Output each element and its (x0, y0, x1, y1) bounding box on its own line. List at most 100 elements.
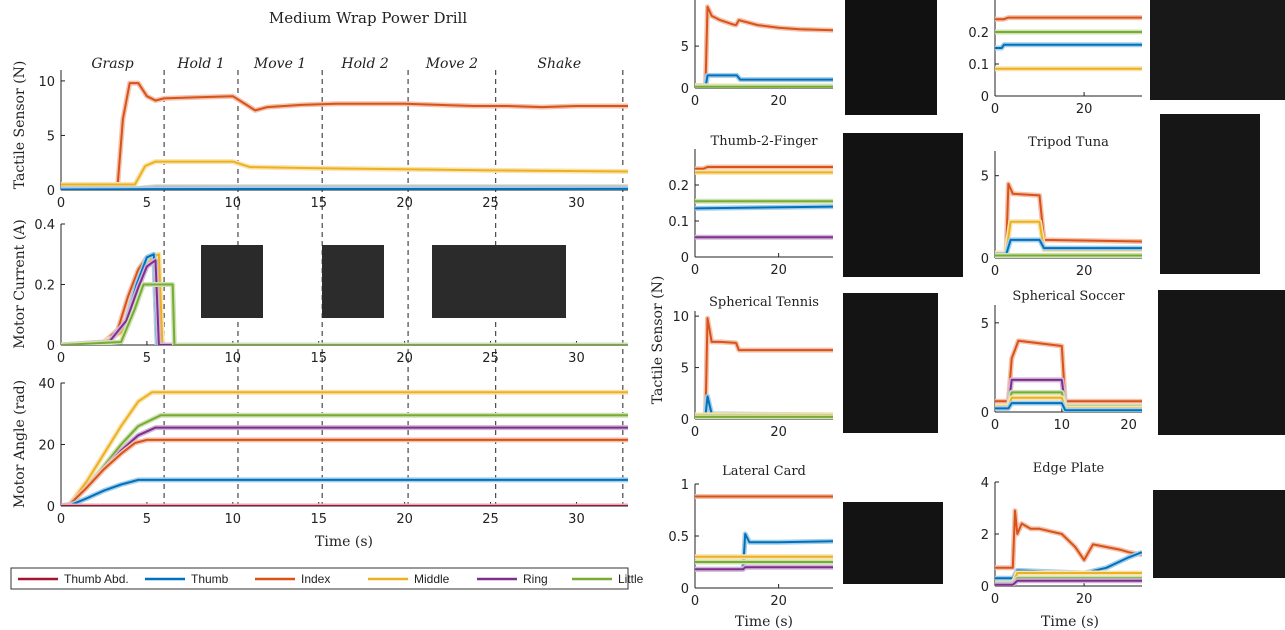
x-tick-label: 15 (310, 351, 327, 366)
x-tick-label: 15 (310, 512, 327, 527)
x-tick-label: 10 (1054, 418, 1071, 433)
chart-title: Thumb-2-Finger (711, 134, 819, 149)
series-line-index (61, 82, 628, 186)
x-tick-label: 5 (143, 196, 151, 211)
y-tick-label: 0 (47, 184, 55, 199)
x-tick-label: 15 (310, 196, 327, 211)
x-tick-label: 20 (1076, 102, 1093, 117)
chart-drill-angle: 0 5 10 15 20 25 30 0 20 40 Motor Angle (rad) Time (… (12, 377, 628, 550)
phase-label: Hold 1 (176, 56, 224, 72)
chart-title: Spherical Tennis (709, 295, 819, 310)
series-line-ring (61, 259, 628, 345)
y-tick-label: 0 (981, 580, 989, 595)
x-tick-label: 25 (482, 196, 499, 211)
x-tick-label: 0 (991, 418, 999, 433)
x-tick-label: 0 (691, 94, 699, 109)
phase-label: Shake (537, 56, 581, 72)
y-tick-label: 0 (681, 413, 689, 428)
x-tick-label: 10 (225, 196, 242, 211)
x-tick-label: 30 (568, 196, 585, 211)
x-tick-label: 0 (57, 196, 65, 211)
legend-label: Middle (414, 572, 450, 586)
y-tick-label: 4 (981, 476, 989, 491)
x-tick-label: 10 (225, 351, 242, 366)
phase-label: Hold 2 (340, 56, 389, 72)
legend-label: Index (301, 572, 330, 586)
chart-thumb-2-finger: 0 20 0 0.1 0.2 Thumb-2-Finger (668, 134, 833, 278)
series-line-ring (995, 579, 1142, 586)
y-tick-label: 1 (681, 478, 689, 493)
legend-box (10, 567, 629, 590)
series-line-ring (695, 566, 833, 571)
legend-label: Little (618, 572, 644, 586)
y-axis-label: Motor Current (A) (12, 219, 28, 349)
y-tick-label: 10 (672, 310, 689, 325)
x-tick-label: 0 (691, 263, 699, 278)
photo-thumb-2-finger (843, 133, 963, 277)
y-tick-label: 0.2 (968, 26, 989, 41)
series-line-index (695, 5, 833, 87)
series-halo-middle (61, 389, 628, 506)
series-group (61, 251, 628, 345)
y-tick-label: 0 (47, 339, 55, 354)
y-tick-label: 0.1 (668, 215, 689, 230)
chart-spherical-tennis: 0 20 0 5 10 Spherical Tennis (672, 295, 833, 440)
main-title: Medium Wrap Power Drill (269, 9, 467, 27)
x-tick-label: 20 (1120, 418, 1137, 433)
series-halo-index (695, 315, 833, 419)
chart-drill-tactile: 0 5 10 15 20 25 30 0 5 10 Tactile Sensor (N) (12, 61, 628, 211)
phase-label: Move 2 (425, 56, 478, 72)
photo-plate (1153, 490, 1285, 578)
y-tick-label: 0.2 (668, 179, 689, 194)
series-line-middle (61, 391, 628, 506)
photo-drill (201, 245, 263, 318)
chart-top-left-partial: 0 20 0 5 (681, 0, 833, 109)
chart-title: Lateral Card (722, 464, 806, 479)
y-tick-label: 0 (981, 406, 989, 421)
x-tick-label: 0 (57, 512, 65, 527)
series-group (995, 181, 1142, 258)
phase-label: Move 1 (253, 56, 306, 72)
x-tick-label: 30 (568, 351, 585, 366)
x-tick-label: 20 (770, 594, 787, 609)
x-tick-label: 0 (991, 264, 999, 279)
chart-edge-plate: 0 20 0 2 4 Edge Plate Time (s) (981, 461, 1142, 630)
series-group (695, 164, 833, 240)
series-group (995, 15, 1142, 72)
series-group (695, 315, 833, 419)
phase-label: Grasp (91, 56, 133, 72)
chart-lateral-card: 0 20 0 0.5 1 Lateral Card Time (s) (668, 464, 833, 630)
series-group (695, 4, 833, 88)
x-tick-label: 20 (770, 425, 787, 440)
x-tick-label: 0 (991, 592, 999, 607)
legend: Thumb Abd. Thumb Index Middle Ring Little (10, 567, 644, 590)
x-tick-label: 10 (225, 512, 242, 527)
x-tick-label: 20 (396, 351, 413, 366)
photo-drill-arm (432, 245, 566, 318)
y-tick-label: 2 (981, 528, 989, 543)
x-tick-label: 20 (396, 512, 413, 527)
series-line-index (695, 166, 833, 170)
y-tick-label: 20 (38, 439, 55, 454)
series-line-little (61, 283, 628, 345)
x-tick-label: 30 (568, 512, 585, 527)
chart-title: Spherical Soccer (1012, 289, 1125, 304)
y-tick-label: 0.4 (34, 218, 55, 233)
chart-tripod-tuna: 0 20 0 5 Tripod Tuna (981, 135, 1142, 279)
x-tick-label: 20 (770, 94, 787, 109)
y-tick-label: 0 (981, 90, 989, 105)
legend-label: Thumb (191, 572, 229, 586)
series-group (995, 508, 1142, 586)
series-line-thumb (695, 205, 833, 210)
x-tick-label: 0 (691, 425, 699, 440)
phase-labels: Grasp Hold 1 Move 1 Hold 2 Move 2 Shake (91, 56, 624, 506)
chart-top-right-partial: 0 20 0 0.1 0.2 (968, 0, 1142, 117)
series-halo-thumb (61, 477, 628, 506)
x-axis-label: Time (s) (315, 534, 373, 550)
photo-tuna (1160, 114, 1260, 274)
photo-insets (201, 0, 1285, 584)
y-axis-label: Tactile Sensor (N) (12, 61, 28, 190)
x-tick-label: 20 (770, 263, 787, 278)
photo-drill-hand (322, 245, 384, 318)
x-tick-label: 25 (482, 512, 499, 527)
